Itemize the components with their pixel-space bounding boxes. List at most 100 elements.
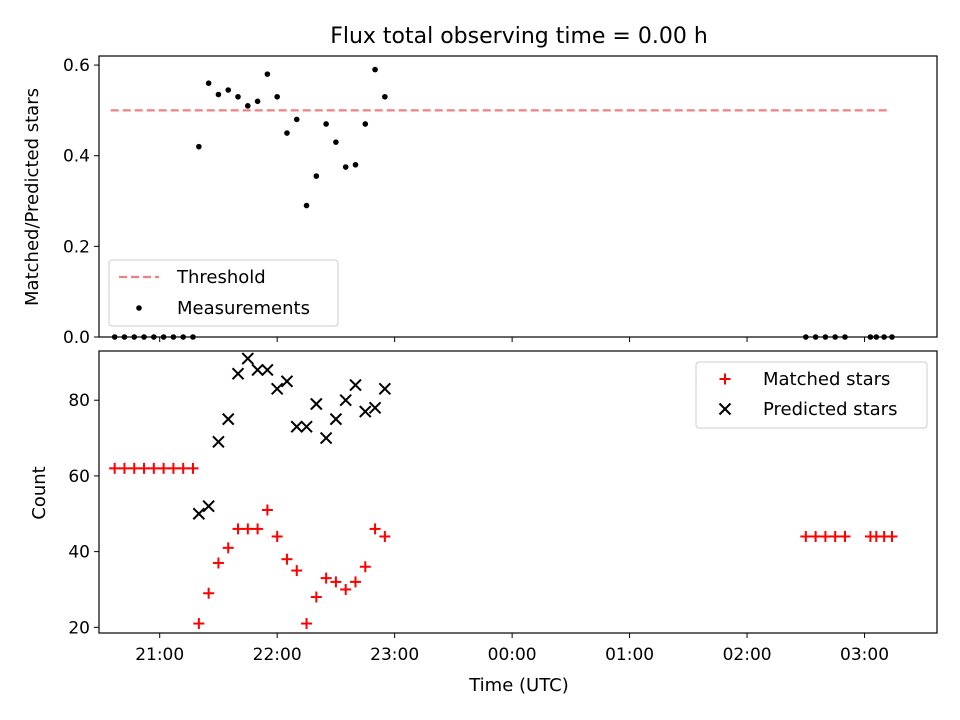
matched-star-point [271,530,283,542]
predicted-star-point [241,352,255,365]
legend-predicted-marker [718,402,732,416]
measurement-point [205,80,212,86]
matched-star-point [222,542,234,554]
predicted-star-point [192,507,206,520]
predicted-star-point [270,382,284,396]
matched-star-point [359,561,371,573]
x-tick-label: 00:00 [488,645,537,665]
matched-star-point [886,530,898,542]
matched-star-point [158,462,170,474]
legend-predicted-label: Predicted stars [763,399,897,420]
measurement-point [196,143,202,150]
matched-star-point [829,530,841,542]
matched-star-point [177,462,189,474]
matched-star-point [128,462,140,474]
predicted-star-point [368,401,382,414]
x-tick-label: 03:00 [840,645,889,665]
measurement-point [264,71,271,77]
measurement-point [333,139,339,145]
matched-star-point [369,523,381,535]
legend-measurements-swatch [136,305,142,311]
matched-star-point [291,565,303,577]
top-y-tick-label: 0.4 [63,147,90,167]
measurement-point [225,87,232,93]
bottom-panel: 20 40 60 80 21:00 22:00 23:00 00:00 01:00 02:00 03… [68,350,938,665]
measurement-point [323,121,329,127]
top-y-tick-label: 0.2 [63,237,90,257]
measurement-point [352,161,359,168]
bottom-legend: Matched stars Predicted stars [695,361,928,429]
legend-measurements-label: Measurements [177,298,310,319]
x-tick-label: 02:00 [723,645,772,665]
predicted-star-point [310,397,323,411]
predicted-star-point [290,420,303,433]
matched-star-point [212,557,224,569]
matched-star-point [148,462,160,474]
matched-star-point [203,587,215,599]
top-y-tick-label: 0.6 [63,56,90,76]
bottom-axes-frame [98,350,938,634]
bottom-y-tick-label: 40 [68,543,90,563]
matched-star-point [320,572,332,584]
top-axes-frame [98,55,938,338]
matched-star-point [310,591,322,603]
predicted-star-point [202,499,215,513]
measurement-point [215,91,222,98]
matched-star-point [839,530,851,542]
bottom-y-axis-label: Count [29,466,50,519]
predicted-star-point [261,363,274,377]
x-axis-label: Time (UTC) [468,675,569,696]
measurement-point [235,93,241,100]
matched-star-point [819,530,831,542]
matched-star-point [301,618,313,630]
bottom-y-tick-label: 60 [68,467,90,487]
measurement-point [254,98,261,105]
matched-star-point [232,523,244,535]
predicted-star-point [231,367,245,380]
predicted-star-point [378,382,392,396]
x-tick-label: 01:00 [605,645,654,665]
measurement-point [362,121,369,127]
matched-star-point [810,530,822,542]
bottom-y-tick-label: 20 [68,618,90,638]
matched-star-point [187,462,199,474]
matched-star-point [281,553,293,565]
matched-star-point [330,576,342,588]
x-tick-label: 23:00 [370,645,419,665]
chart-title: Flux total observing time = 0.00 h [330,24,708,49]
predicted-star-point [300,420,313,433]
matched-star-point [261,504,273,516]
matched-star-point [167,462,179,474]
legend-threshold-label: Threshold [176,267,266,288]
legend-predicted-swatch [718,402,732,416]
measurement-point [303,202,310,209]
predicted-star-point [329,412,343,426]
top-panel: 0.0 0.2 0.4 0.6 [63,55,938,348]
x-tick-label: 22:00 [253,645,302,665]
measurement-point [274,93,280,100]
predicted-star-point [349,378,362,392]
top-y-axis-label: Matched/Predicted stars [22,88,43,306]
matched-star-point [349,576,361,588]
matched-star-point [252,523,264,535]
measurement-point [372,66,378,73]
measurement-point [382,93,388,100]
top-y-tick-label: 0.0 [63,328,90,348]
measurement-point [293,116,300,123]
measurement-point [313,173,320,179]
matched-star-point [193,618,205,630]
predicted-star-point [251,363,264,377]
matched-star-point [242,523,254,535]
predicted-star-point [280,375,294,388]
matched-star-point [379,530,391,542]
measurement-point [284,130,290,136]
predicted-star-point [222,412,235,426]
matched-star-point [800,530,812,542]
predicted-star-point [339,394,352,407]
matched-star-point [340,583,352,595]
measurement-point [342,164,349,170]
bottom-y-tick-label: 80 [68,391,90,411]
x-tick-label: 21:00 [135,645,184,665]
legend-matched-swatch [719,373,731,385]
